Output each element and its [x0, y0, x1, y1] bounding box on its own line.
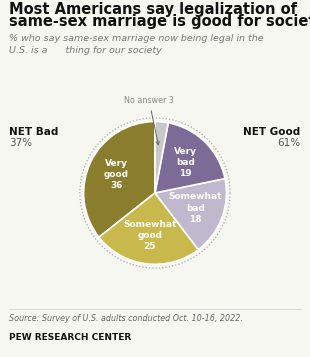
- Text: % who say same-sex marriage now being legal in the
U.S. is a      thing for our : % who say same-sex marriage now being le…: [9, 34, 264, 55]
- Text: NET Bad: NET Bad: [9, 127, 59, 137]
- Text: Most Americans say legalization of: Most Americans say legalization of: [9, 2, 297, 17]
- Wedge shape: [155, 178, 226, 250]
- Text: NET Good: NET Good: [243, 127, 301, 137]
- Text: Very
bad
19: Very bad 19: [174, 147, 197, 178]
- Text: 61%: 61%: [277, 138, 301, 148]
- Text: Very
good
36: Very good 36: [104, 159, 129, 190]
- Text: No answer 3: No answer 3: [124, 96, 174, 145]
- Text: Source: Survey of U.S. adults conducted Oct. 10-16, 2022.: Source: Survey of U.S. adults conducted …: [9, 314, 243, 323]
- Text: 37%: 37%: [9, 138, 33, 148]
- Wedge shape: [84, 121, 155, 237]
- Wedge shape: [155, 121, 168, 193]
- Wedge shape: [99, 193, 198, 264]
- Text: Somewhat
bad
18: Somewhat bad 18: [169, 192, 222, 223]
- Text: same-sex marriage is good for society: same-sex marriage is good for society: [9, 14, 310, 29]
- Text: Somewhat
good
25: Somewhat good 25: [123, 220, 176, 251]
- Text: PEW RESEARCH CENTER: PEW RESEARCH CENTER: [9, 333, 131, 342]
- Wedge shape: [155, 123, 225, 193]
